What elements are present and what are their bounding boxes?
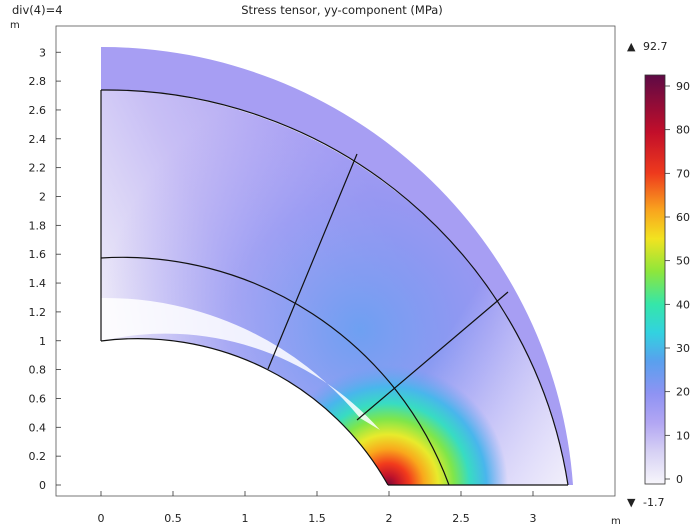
colorbar-tick-label: 90 — [676, 80, 690, 93]
y-tick-label: 1.8 — [29, 219, 47, 232]
x-tick-label: 1.5 — [308, 512, 326, 525]
x-unit-label: m — [611, 516, 621, 527]
y-tick-label: 0.2 — [29, 450, 47, 463]
y-tick-label: 2 — [39, 191, 46, 204]
colorbar-tick-label: 30 — [676, 342, 690, 355]
plot-title: Stress tensor, yy-component (MPa) — [241, 3, 443, 17]
colorbar-tick-label: 50 — [676, 255, 690, 268]
min-marker-icon: ▼ — [627, 496, 636, 509]
x-tick-label: 1 — [242, 512, 249, 525]
colorbar-tick-label: 70 — [676, 167, 690, 180]
colorbar-tick-label: 20 — [676, 386, 690, 399]
colorbar-tick-label: 40 — [676, 298, 690, 311]
y-unit-label: m — [10, 20, 20, 31]
parameter-label: div(4)=4 — [12, 3, 63, 17]
x-axis: 0 0.5 1 1.5 2 2.5 3 — [98, 491, 537, 525]
y-tick-label: 1.6 — [29, 248, 47, 261]
x-tick-label: 3 — [530, 512, 537, 525]
y-tick-label: 0.8 — [29, 364, 47, 377]
x-tick-label: 0.5 — [164, 512, 182, 525]
y-tick-label: 3 — [39, 46, 46, 59]
max-marker-icon: ▲ — [627, 40, 636, 53]
colorbar-tick-label: 80 — [676, 124, 690, 137]
y-tick-label: 2.2 — [29, 162, 47, 175]
y-tick-label: 1 — [39, 335, 46, 348]
colorbar-tick-label: 10 — [676, 429, 690, 442]
y-tick-label: 2.8 — [29, 75, 47, 88]
y-tick-label: 0.4 — [29, 421, 47, 434]
mesh-lines — [100, 89, 569, 486]
y-axis: 0 0.2 0.4 0.6 0.8 1 1.2 1.4 1.6 1.8 2 2.2 2.4 2.6 2.8 3 — [29, 46, 61, 492]
colorbar-min-label: -1.7 — [643, 496, 664, 509]
x-tick-label: 0 — [98, 512, 105, 525]
y-tick-label: 2.6 — [29, 104, 47, 117]
y-tick-label: 0.6 — [29, 392, 47, 405]
y-tick-label: 1.2 — [29, 306, 47, 319]
colorbar-tick-label: 60 — [676, 211, 690, 224]
colorbar: ▲ 92.7 0 10 20 30 40 50 60 70 80 90 ▼ -1.7 — [627, 40, 690, 509]
y-tick-label: 2.4 — [29, 133, 47, 146]
colorbar-max-label: 92.7 — [643, 40, 668, 53]
colorbar-tick-label: 0 — [676, 473, 683, 486]
x-tick-label: 2 — [386, 512, 393, 525]
y-tick-label: 1.4 — [29, 277, 47, 290]
colorbar-gradient — [644, 74, 666, 485]
y-tick-label: 0 — [39, 479, 46, 492]
x-tick-label: 2.5 — [452, 512, 470, 525]
